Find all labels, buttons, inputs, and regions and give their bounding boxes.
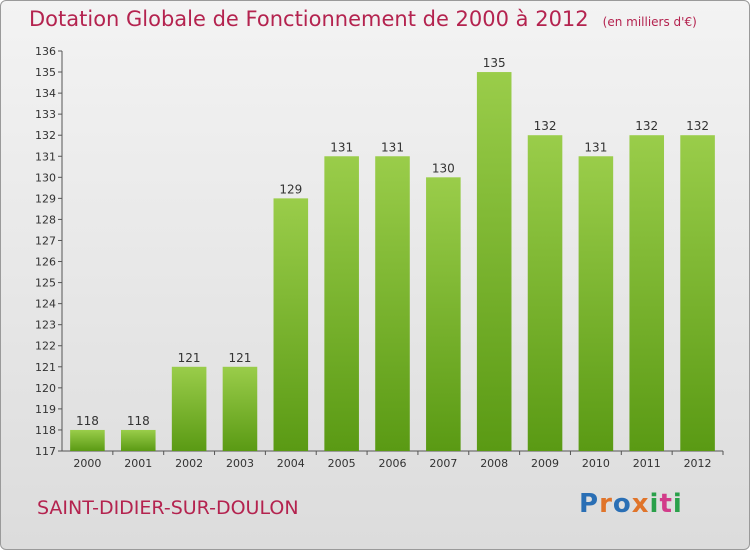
data-label-2007: 130 <box>432 161 455 175</box>
bar-2005 <box>324 156 359 451</box>
proxiti-logo[interactable]: Proxiti <box>579 489 683 519</box>
bar-2012 <box>680 135 715 452</box>
x-tick-label-2001: 2001 <box>124 457 152 470</box>
x-tick-label-2006: 2006 <box>379 457 407 470</box>
data-label-2000: 118 <box>76 414 99 428</box>
x-tick-label-2008: 2008 <box>480 457 508 470</box>
y-tick-label: 117 <box>35 445 56 458</box>
bar-2002 <box>171 366 207 451</box>
data-label-2002: 121 <box>178 351 201 365</box>
y-tick-label: 125 <box>35 277 56 290</box>
y-tick-label: 128 <box>35 213 56 226</box>
chart-axes: 117 118 119 120 121 122 123 124 125 126 127 128 129 1… <box>35 45 723 458</box>
x-tick-label-2010: 2010 <box>582 457 610 470</box>
y-tick-label: 132 <box>35 129 56 142</box>
y-tick-label: 127 <box>35 234 56 247</box>
commune-name: SAINT-DIDIER-SUR-DOULON <box>37 497 299 519</box>
x-tick-label-2002: 2002 <box>175 457 203 470</box>
data-label-2009: 132 <box>534 119 557 133</box>
logo-letter: x <box>631 489 650 519</box>
data-label-2006: 131 <box>381 140 404 154</box>
logo-letter: i <box>649 489 660 519</box>
logo-letter: r <box>599 489 613 519</box>
y-tick-label: 123 <box>35 319 56 332</box>
chart-bars: 118 2000 118 2001 121 2002 121 2003 129 2004 131 20… <box>70 56 724 470</box>
bar-2003 <box>222 366 258 451</box>
data-label-2011: 132 <box>635 119 658 133</box>
y-tick-label: 124 <box>35 298 56 311</box>
chart-title: Dotation Globale de Fonctionnement de 20… <box>29 7 697 31</box>
bar-2011 <box>629 135 665 452</box>
y-tick-label: 131 <box>35 150 56 163</box>
data-label-2012: 132 <box>686 119 709 133</box>
x-tick-label-2012: 2012 <box>684 457 712 470</box>
chart-title-text: Dotation Globale de Fonctionnement de 20… <box>29 7 589 31</box>
x-tick-label-2000: 2000 <box>73 457 101 470</box>
x-tick-label-2007: 2007 <box>429 457 457 470</box>
bar-2010 <box>578 156 614 451</box>
logo-letter: t <box>659 489 673 519</box>
y-tick-label: 119 <box>35 403 56 416</box>
y-tick-label: 136 <box>35 45 56 58</box>
x-tick-label-2004: 2004 <box>277 457 305 470</box>
bar-2009 <box>527 135 563 452</box>
y-tick-label: 120 <box>35 382 56 395</box>
y-tick-label: 121 <box>35 361 56 374</box>
bar-2004 <box>273 198 309 451</box>
y-tick-label: 130 <box>35 171 56 184</box>
bar-2000 <box>70 429 105 451</box>
y-tick-label: 134 <box>35 87 56 100</box>
y-tick-label: 135 <box>35 66 56 79</box>
logo-letter: P <box>579 489 600 519</box>
y-tick-label: 118 <box>35 424 56 437</box>
data-label-2004: 129 <box>279 182 302 196</box>
x-tick-label-2009: 2009 <box>531 457 559 470</box>
bar-2001 <box>120 429 156 451</box>
data-label-2005: 131 <box>330 140 353 154</box>
logo-letter: o <box>612 489 632 519</box>
bar-2007 <box>426 177 461 451</box>
y-tick-label: 122 <box>35 340 56 353</box>
y-tick-label: 129 <box>35 192 56 205</box>
y-tick-label: 126 <box>35 256 56 269</box>
data-label-2001: 118 <box>127 414 150 428</box>
y-tick-label: 133 <box>35 108 56 121</box>
bar-2008 <box>476 72 512 451</box>
data-label-2003: 121 <box>229 351 252 365</box>
bar-2006 <box>375 156 410 451</box>
logo-letter: i <box>672 489 683 519</box>
x-tick-label-2011: 2011 <box>633 457 661 470</box>
x-tick-label-2003: 2003 <box>226 457 254 470</box>
x-tick-label-2005: 2005 <box>328 457 356 470</box>
chart-subtitle: (en milliers d'€) <box>602 15 697 29</box>
data-label-2008: 135 <box>483 56 506 70</box>
data-label-2010: 131 <box>584 140 607 154</box>
